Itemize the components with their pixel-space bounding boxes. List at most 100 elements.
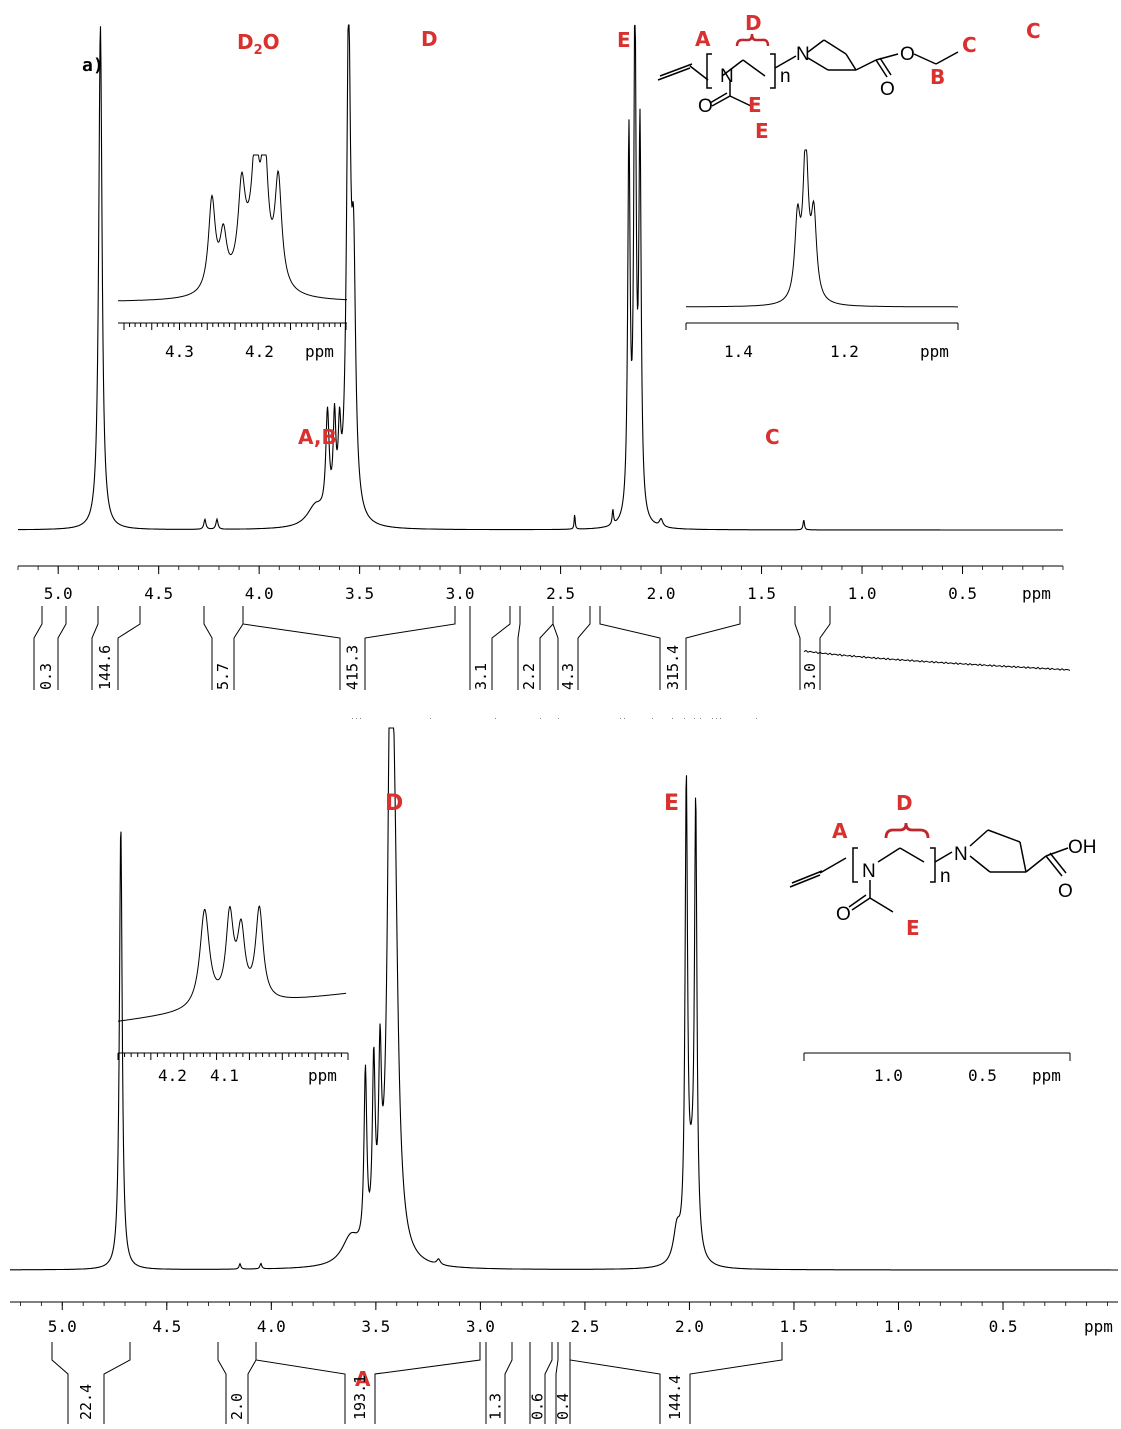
- integral-bracket: [374, 1342, 481, 1424]
- integral-value: 3.0: [801, 663, 819, 690]
- structure-b-atom: OH: [1068, 837, 1097, 858]
- integral-bracket: [203, 606, 213, 690]
- x-axis-tick-label: 1.0: [848, 584, 877, 603]
- panel-b: D E A 4.2 4.1 ppm 1.0 0.5 ppm 5.0 4.5 4.0 3…: [10, 649, 1118, 1424]
- inset-b-left-tick-label: 4.2: [158, 1066, 187, 1085]
- structure-b-subscript: n: [940, 866, 951, 887]
- structure-a-label-a: A: [695, 27, 711, 51]
- integral-value: 4.3: [559, 663, 577, 690]
- integral-value: 22.4: [77, 1384, 95, 1420]
- integral-bracket: [552, 606, 559, 690]
- inset-a-right: 1.4 1.2 ppm: [685, 149, 959, 361]
- inset-b-right: 1.0 0.5 ppm: [803, 649, 1071, 1085]
- integral-bracket: [242, 606, 341, 690]
- structure-a-atom: O: [880, 79, 895, 100]
- structure-a-atom: N: [796, 44, 810, 65]
- peak-label-b-e: E: [664, 791, 679, 816]
- structure-b-brace: [884, 822, 930, 839]
- integral-value: 2.0: [228, 1393, 246, 1420]
- integral-value: 0.4: [554, 1393, 572, 1420]
- x-axis-tick-label: 2.0: [675, 1317, 704, 1336]
- integral-value: 5.7: [214, 663, 232, 690]
- inset-a-left: 4.3 4.2 ppm: [118, 154, 347, 361]
- structure-b-atom: O: [1058, 881, 1073, 902]
- peak-label-a-c: C: [765, 425, 780, 449]
- x-axis-tick-label: 3.5: [345, 584, 374, 603]
- integral-value: 2.2: [520, 663, 538, 690]
- inset-b-left-trace: [118, 905, 347, 1022]
- inset-b-left-unit: ppm: [308, 1066, 337, 1085]
- peak-label-b-a: A: [355, 1367, 371, 1391]
- inset-a-right-tick-label: 1.4: [724, 342, 753, 361]
- integral-value: 1.3: [487, 1393, 505, 1420]
- x-axis-tick-label: 1.5: [780, 1317, 809, 1336]
- x-axis-tick-label: 4.5: [144, 584, 173, 603]
- structure-b-label-a: A: [832, 819, 848, 843]
- inset-b-left-ticks: [117, 1053, 349, 1060]
- integral-value: 0.6: [529, 1393, 547, 1420]
- integral-bracket: [51, 1342, 69, 1424]
- x-axis-tick-label: 0.5: [948, 584, 977, 603]
- integral-bracket: [491, 606, 511, 690]
- inset-a-right-trace: [686, 149, 958, 308]
- integral-bracket: [91, 606, 99, 690]
- inset-a-left-tick-label: 4.3: [165, 342, 194, 361]
- x-axis-tick-label: 2.5: [570, 1317, 599, 1336]
- structure-b-atom: O: [836, 904, 851, 925]
- inset-a-right-tick-label: 1.2: [830, 342, 859, 361]
- integral-bracket: [577, 606, 591, 690]
- integral-bracket: [685, 606, 741, 690]
- structure-a-label-e: E: [748, 93, 762, 117]
- integral-bracket: [33, 606, 43, 690]
- spectrum-b-trace: [10, 727, 1118, 1271]
- x-axis-tick-label: 1.5: [747, 584, 776, 603]
- panel-a: a) D2O D E C A,B C 4.3 4.2 ppm 1.4 1.2 p…: [17, 11, 1064, 690]
- structure-b-atom: N: [954, 844, 968, 865]
- spectrum-a-trace: [18, 24, 1063, 531]
- inset-b-right-tick-label: 0.5: [968, 1066, 997, 1085]
- x-axis-a: 5.0 4.5 4.0 3.5 3.0 2.5 2.0 1.5 1.0 0.5: [17, 565, 1064, 603]
- scan-dots: [352, 718, 757, 719]
- inset-a-left-trace: [118, 154, 347, 302]
- structure-a-label-c: C: [962, 33, 977, 57]
- integral-value: 144.6: [96, 645, 114, 690]
- integral-bracket: [364, 606, 456, 690]
- x-axis-tick-label: 2.5: [546, 584, 575, 603]
- integral-bracket: [569, 1342, 661, 1424]
- integral-bracket: [689, 1342, 783, 1424]
- integral-bracket: [599, 606, 661, 690]
- peak-label-a-e: E: [617, 28, 631, 52]
- peak-label-a-c-top: C: [1026, 19, 1041, 43]
- inset-a-left-ticks: [123, 323, 347, 330]
- panel-label-a: a): [82, 55, 104, 76]
- x-axis-b: 5.0 4.5 4.0 3.5 3.0 2.5 2.0 1.5 1.0 0.5: [10, 1301, 1118, 1336]
- x-axis-tick-label: 3.5: [361, 1317, 390, 1336]
- structure-b-atom: N: [862, 861, 876, 882]
- x-axis-tick-label: 0.5: [989, 1317, 1018, 1336]
- x-axis-tick-label: 4.5: [152, 1317, 181, 1336]
- integral-bracket: [819, 606, 831, 690]
- structure-a-atom: O: [900, 44, 915, 65]
- x-axis-a-unit: ppm: [1022, 584, 1051, 603]
- integral-bracket: [117, 606, 141, 690]
- integral-bracket: [555, 1342, 559, 1424]
- structure-a-label-d: D: [745, 11, 762, 35]
- x-axis-tick-label: 3.0: [446, 584, 475, 603]
- x-axis-tick-label: 2.0: [647, 584, 676, 603]
- integral-bracket: [794, 606, 801, 690]
- integral-value: 3.1: [472, 663, 490, 690]
- structure-a-label-e: E: [755, 119, 769, 143]
- peak-label-d2o: D2O: [237, 30, 280, 58]
- structure-a-brace: [735, 33, 770, 47]
- x-axis-tick-label: 3.0: [466, 1317, 495, 1336]
- integral-value: 0.3: [37, 663, 55, 690]
- inset-b-left: 4.2 4.1 ppm: [117, 905, 349, 1085]
- integral-bracket: [544, 1342, 553, 1424]
- inset-b-right-trace: [803, 649, 1071, 671]
- x-axis-tick-label: 4.0: [257, 1317, 286, 1336]
- x-axis-tick-label: 5.0: [44, 584, 73, 603]
- x-axis-tick-label: 4.0: [245, 584, 274, 603]
- peak-label-b-d: D: [385, 791, 403, 816]
- inset-b-left-tick-label: 4.1: [210, 1066, 239, 1085]
